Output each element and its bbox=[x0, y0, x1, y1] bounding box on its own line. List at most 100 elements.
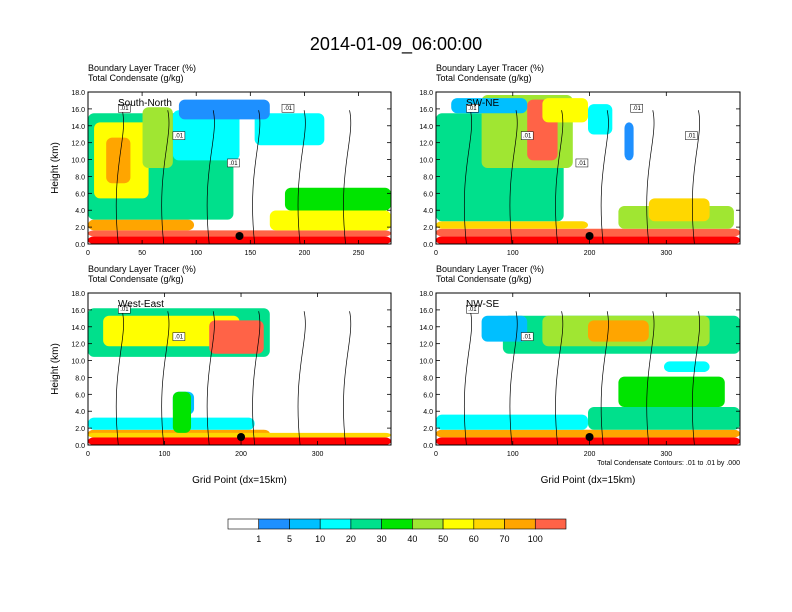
y-tick-label: 10.0 bbox=[71, 158, 85, 165]
shading-region bbox=[142, 107, 173, 168]
section-label: South-North bbox=[118, 98, 172, 109]
x-tick-label: 250 bbox=[353, 250, 365, 257]
y-tick-label: 0.0 bbox=[423, 443, 433, 450]
shading-region bbox=[172, 391, 192, 433]
shading-region bbox=[178, 99, 270, 120]
contour-label-box bbox=[281, 103, 295, 113]
y-tick-label: 0.0 bbox=[75, 242, 85, 249]
y-tick-label: 14.0 bbox=[419, 124, 433, 131]
x-tick-label: 0 bbox=[86, 451, 90, 458]
y-tick-label: 4.0 bbox=[423, 208, 433, 215]
colorbar-swatch bbox=[350, 518, 382, 530]
x-tick-label: 100 bbox=[507, 250, 519, 257]
contour-label: .01 bbox=[578, 161, 587, 167]
y-tick-label: 12.0 bbox=[71, 141, 85, 148]
y-tick-label: 14.0 bbox=[71, 124, 85, 131]
colorbar-swatch bbox=[289, 518, 321, 530]
section-label: SW-NE bbox=[466, 98, 499, 109]
plot-frame bbox=[435, 292, 741, 446]
colorbar-label: 10 bbox=[315, 534, 325, 544]
y-tick-label: 2.0 bbox=[423, 225, 433, 232]
y-tick-label: 12.0 bbox=[419, 141, 433, 148]
shading-region bbox=[624, 122, 634, 161]
shading-region bbox=[106, 137, 131, 184]
section-label: West-East bbox=[118, 299, 164, 310]
y-axis-label: Height (km) bbox=[50, 343, 61, 395]
y-axis-label: Height (km) bbox=[50, 142, 61, 194]
y-tick-label: 10.0 bbox=[71, 359, 85, 366]
y-tick-label: 8.0 bbox=[423, 174, 433, 181]
y-tick-label: 14.0 bbox=[71, 325, 85, 332]
colorbar-label: 60 bbox=[469, 534, 479, 544]
y-tick-label: 6.0 bbox=[75, 392, 85, 399]
y-tick-label: 18.0 bbox=[419, 291, 433, 298]
x-tick-label: 100 bbox=[190, 250, 202, 257]
shading-region bbox=[284, 187, 391, 211]
shading-region bbox=[209, 320, 264, 354]
section-label: NW-SE bbox=[466, 299, 499, 310]
shading-region bbox=[254, 113, 325, 146]
contour-label: .01 bbox=[468, 307, 477, 313]
y-tick-label: 16.0 bbox=[71, 308, 85, 315]
colorbar-swatch bbox=[227, 518, 260, 530]
contour-label-box bbox=[520, 131, 534, 140]
shading-region bbox=[88, 417, 255, 430]
contour-label: .01 bbox=[229, 161, 238, 167]
colorbar-label: 50 bbox=[438, 534, 448, 544]
colorbar-label: 20 bbox=[346, 534, 356, 544]
y-tick-label: 16.0 bbox=[419, 107, 433, 114]
shading-region bbox=[588, 320, 649, 342]
x-tick-label: 100 bbox=[507, 451, 519, 458]
x-tick-label: 200 bbox=[584, 451, 596, 458]
location-marker bbox=[585, 232, 594, 240]
y-tick-label: 0.0 bbox=[75, 443, 85, 450]
x-tick-label: 150 bbox=[244, 250, 256, 257]
contour-label: .01 bbox=[175, 134, 184, 140]
contour-label-box bbox=[520, 332, 534, 341]
panel-sn: Boundary Layer Tracer (%)Total Condensat… bbox=[50, 63, 392, 257]
contour-label: .01 bbox=[175, 335, 184, 341]
y-tick-label: 4.0 bbox=[75, 208, 85, 215]
panel-subtitle-tracer: Boundary Layer Tracer (%) bbox=[436, 264, 544, 274]
contour-label-box bbox=[172, 332, 186, 341]
colorbar-swatch bbox=[381, 518, 413, 530]
panels: Boundary Layer Tracer (%)Total Condensat… bbox=[50, 63, 741, 486]
location-marker bbox=[235, 232, 244, 240]
panel-subtitle-condensate: Total Condensate (g/kg) bbox=[436, 274, 532, 284]
contour-label-box bbox=[575, 158, 589, 168]
y-tick-label: 16.0 bbox=[419, 308, 433, 315]
x-tick-label: 300 bbox=[660, 451, 672, 458]
panel-subtitle-condensate: Total Condensate (g/kg) bbox=[88, 73, 184, 83]
shading-region bbox=[436, 414, 588, 430]
condensate-contours bbox=[463, 110, 700, 245]
panel-subtitle-tracer: Boundary Layer Tracer (%) bbox=[88, 264, 196, 274]
colorbar: 1 5 10 20 30 40 50 60 70 100 bbox=[227, 518, 567, 544]
contour-label: .01 bbox=[120, 106, 129, 112]
colorbar-label: 100 bbox=[528, 534, 543, 544]
shading-region bbox=[542, 98, 588, 123]
y-tick-label: 4.0 bbox=[423, 409, 433, 416]
plot-frame bbox=[87, 91, 392, 245]
y-tick-label: 6.0 bbox=[423, 191, 433, 198]
colorbar-swatch bbox=[534, 518, 567, 530]
panel-subtitle-tracer: Boundary Layer Tracer (%) bbox=[436, 63, 544, 73]
shading-region bbox=[88, 219, 195, 231]
x-tick-label: 100 bbox=[159, 451, 171, 458]
x-tick-label: 0 bbox=[434, 451, 438, 458]
y-tick-label: 2.0 bbox=[75, 426, 85, 433]
contour-label: .01 bbox=[523, 134, 532, 140]
contour-label: .01 bbox=[284, 106, 293, 112]
y-tick-label: 8.0 bbox=[75, 375, 85, 382]
x-tick-label: 200 bbox=[299, 250, 311, 257]
shading-region bbox=[664, 361, 710, 373]
y-tick-label: 12.0 bbox=[419, 342, 433, 349]
location-marker bbox=[585, 433, 594, 441]
condensate-contours bbox=[463, 311, 700, 446]
x-tick-label: 200 bbox=[584, 250, 596, 257]
location-marker bbox=[237, 433, 246, 441]
x-axis-label: Grid Point (dx=15km) bbox=[541, 475, 636, 486]
y-tick-label: 8.0 bbox=[423, 375, 433, 382]
contour-label-box bbox=[466, 103, 479, 113]
contour-label-box bbox=[685, 131, 698, 140]
y-tick-label: 14.0 bbox=[419, 325, 433, 332]
